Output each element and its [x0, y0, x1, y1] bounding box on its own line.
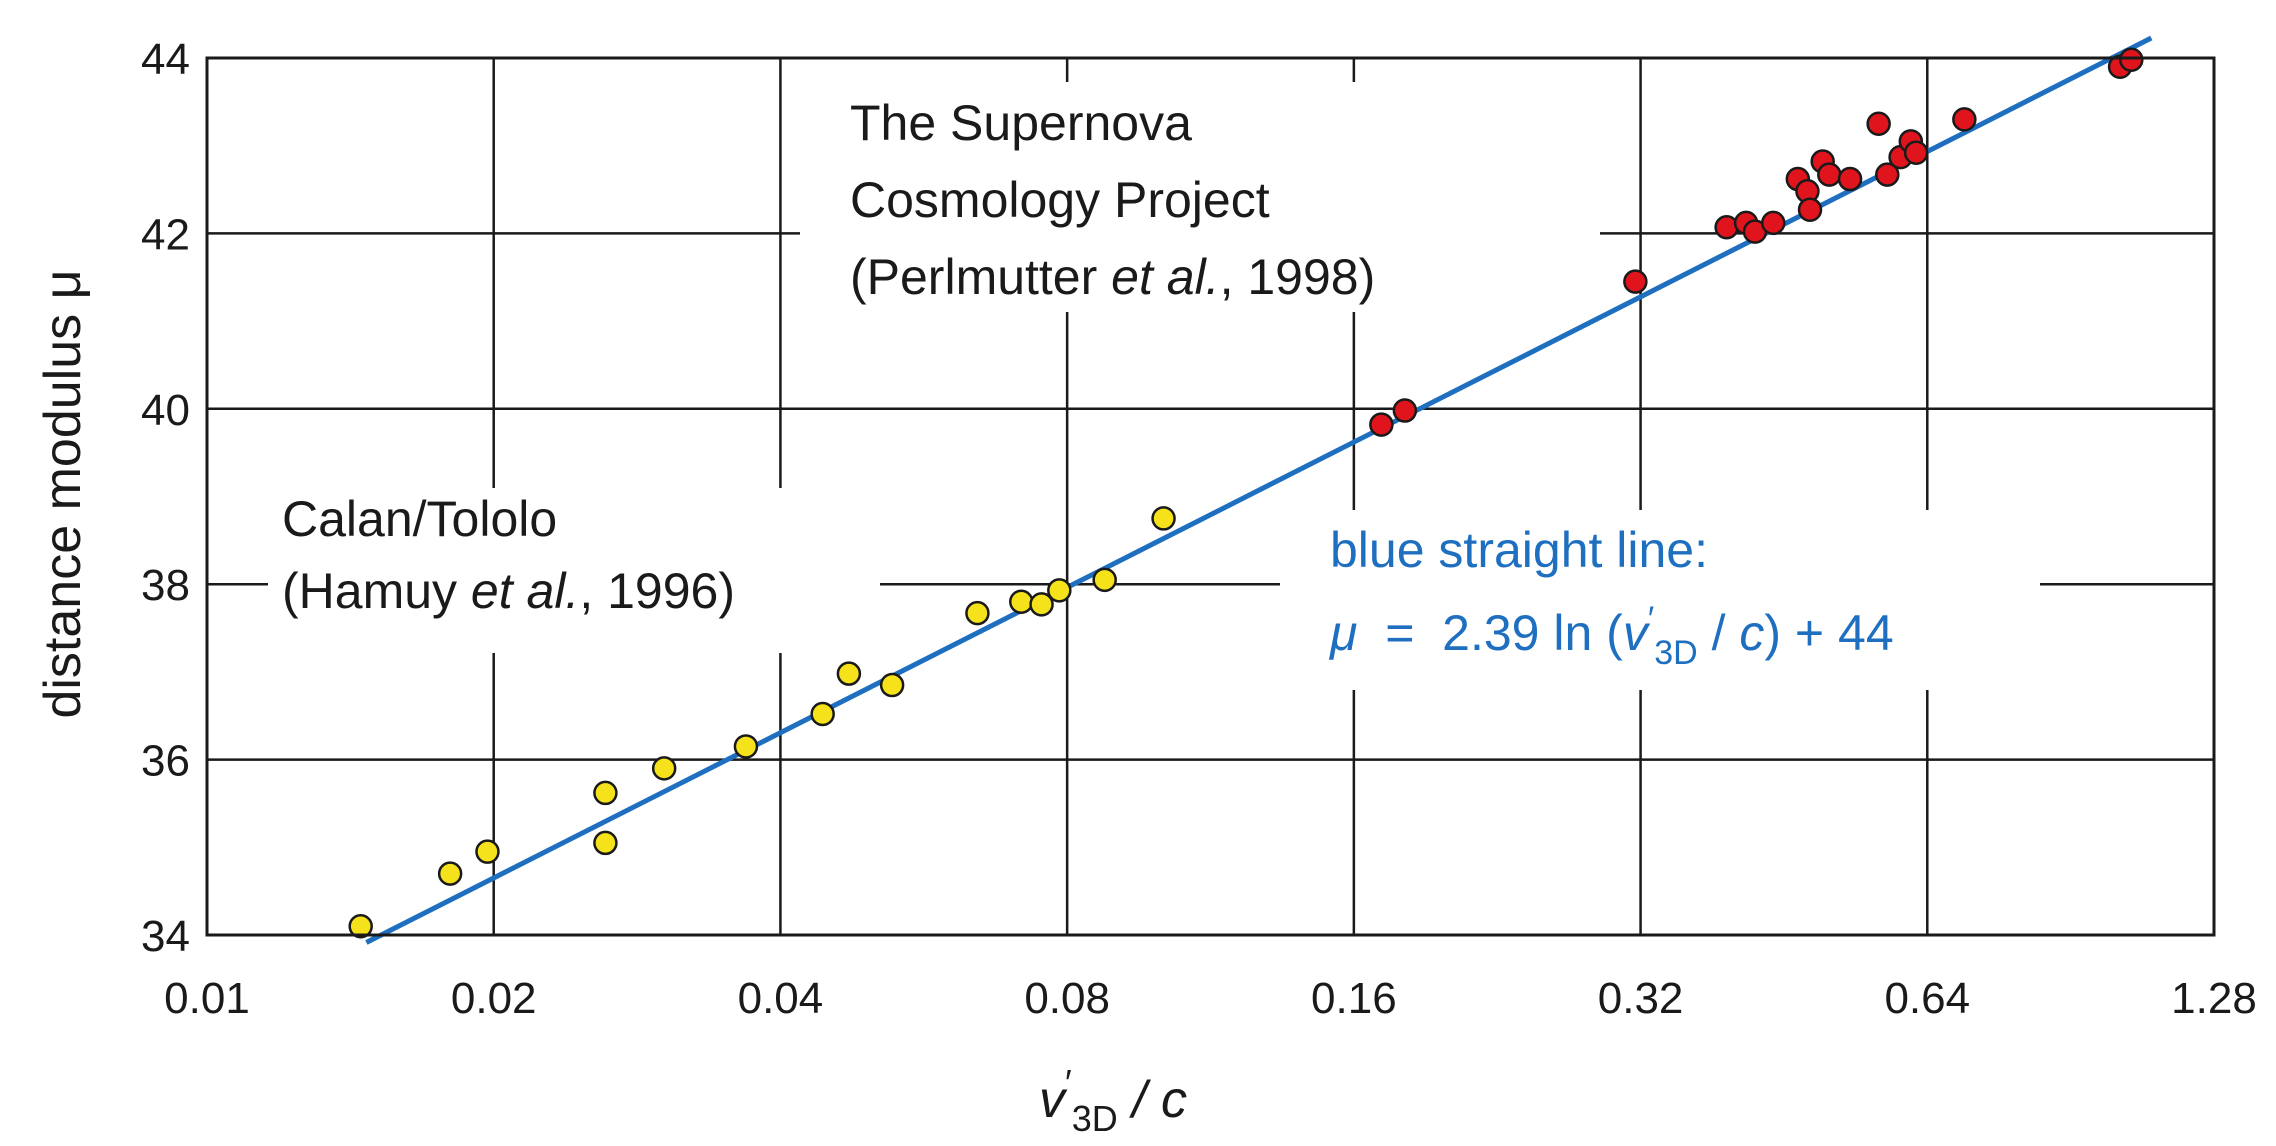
data-point-calan [1151, 506, 1176, 531]
x-tick-label: 0.01 [164, 974, 250, 1023]
plot-border [205, 56, 2216, 937]
x-tick-label: 0.08 [1024, 974, 1110, 1023]
data-point-calan [965, 600, 990, 626]
scp-label-line3: (Perlmutter et al., 1998) [850, 249, 1375, 305]
data-point-scp [1903, 140, 1929, 165]
x-tick-label: 1.28 [2171, 974, 2257, 1023]
scp-label-line1: The Supernova [850, 95, 1192, 151]
x-tick-label: 0.64 [1884, 974, 1970, 1023]
calan-label-line2: (Hamuy et al., 1996) [282, 563, 735, 619]
data-point-scp [1837, 166, 1863, 192]
data-point-calan [1009, 589, 1034, 614]
x-axis-label: v′3D / c [1039, 1062, 1187, 1139]
data-point-scp [1875, 162, 1900, 187]
data-point-calan [593, 780, 618, 806]
data-point-scp [1952, 107, 1977, 132]
data-point-calan [475, 839, 500, 864]
data-point-calan [836, 661, 862, 686]
data-point-calan [651, 756, 677, 781]
data-point-scp [1623, 269, 1648, 294]
y-tick-label: 38 [141, 561, 190, 610]
y-tick-label: 36 [141, 737, 190, 786]
data-point-calan [348, 913, 373, 939]
y-tick-label: 40 [141, 386, 190, 435]
y-tick-labels: 34 36 38 40 42 44 [141, 35, 190, 961]
data-point-calan [1047, 578, 1072, 603]
data-points [348, 47, 2144, 939]
fit-label-bg [1280, 510, 2040, 690]
y-tick-label: 42 [141, 210, 190, 259]
x-tick-label: 0.32 [1598, 974, 1684, 1023]
fit-label-equation: μ = 2.39 ln (v′3D / c) + 44 [1328, 600, 1894, 672]
calan-label-bg [268, 488, 880, 653]
y-tick-label: 44 [141, 35, 190, 84]
data-point-calan [879, 672, 905, 698]
fit-label-line1: blue straight line: [1330, 522, 1708, 578]
data-point-scp [1817, 162, 1842, 187]
data-point-calan [733, 734, 759, 759]
data-point-scp [2119, 47, 2144, 73]
x-tick-label: 0.04 [738, 974, 824, 1023]
data-point-calan [593, 830, 618, 856]
data-point-calan [810, 701, 835, 727]
scp-label-line2: Cosmology Project [850, 172, 1270, 228]
plot-frame [205, 56, 2216, 937]
y-axis-label: distance modulus μ [34, 269, 92, 718]
scp-label-bg [800, 82, 1600, 312]
data-point-scp [1797, 197, 1823, 222]
y-tick-label: 34 [141, 912, 190, 961]
data-point-scp [1392, 398, 1418, 423]
data-point-scp [1369, 412, 1394, 437]
x-tick-label: 0.16 [1311, 974, 1397, 1023]
calan-label-line1: Calan/Tololo [282, 491, 557, 547]
data-point-calan [1029, 592, 1054, 617]
x-tick-labels: 0.01 0.02 0.04 0.08 0.16 0.32 0.64 1.28 [164, 974, 2257, 1023]
data-point-scp [1866, 111, 1891, 137]
data-point-scp [1760, 210, 1786, 236]
data-point-calan [437, 861, 463, 886]
data-point-calan [1092, 567, 1117, 593]
x-tick-label: 0.02 [451, 974, 537, 1023]
